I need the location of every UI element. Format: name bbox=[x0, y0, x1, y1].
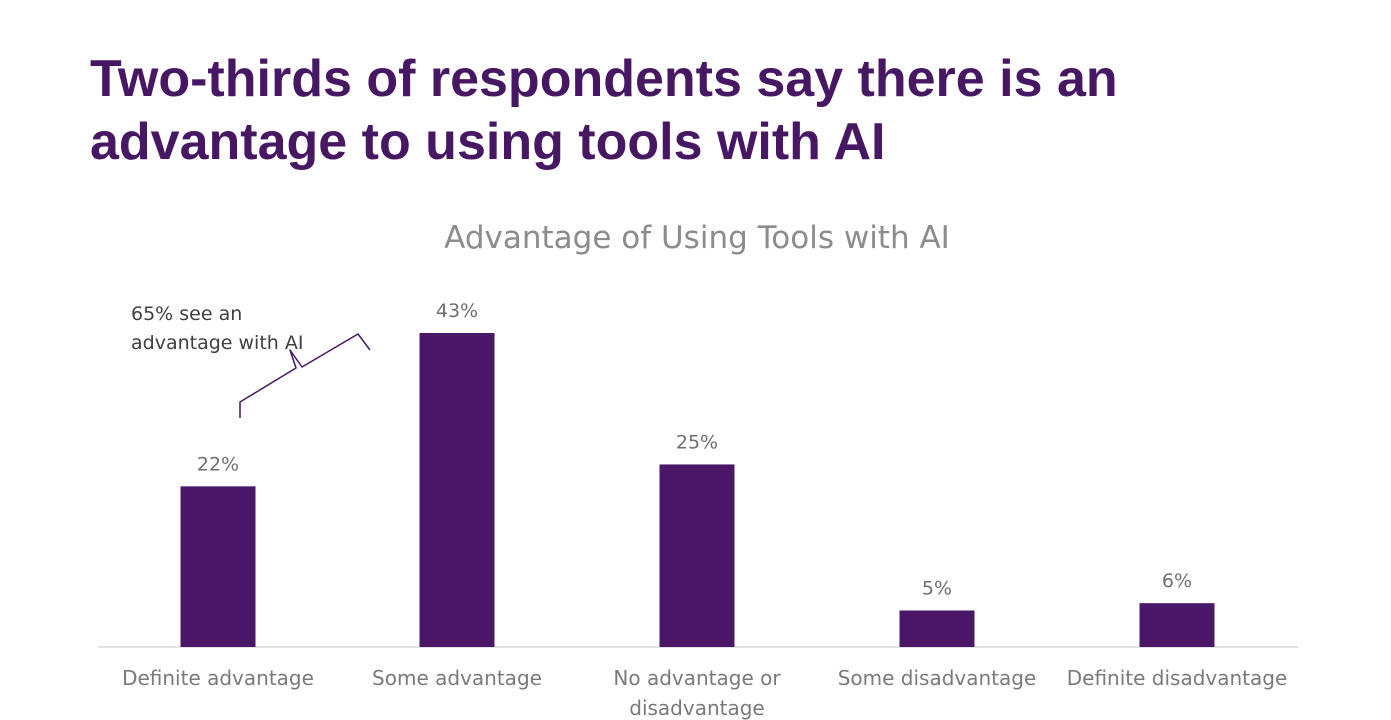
category-label-2-line-1: disadvantage bbox=[629, 696, 765, 720]
value-label-1: 43% bbox=[436, 300, 478, 322]
value-label-2: 25% bbox=[676, 431, 718, 453]
value-labels-group: 22% 43% 25% 5% 6% bbox=[197, 300, 1192, 599]
annotation-brace bbox=[239, 333, 371, 418]
category-label-1: Some advantage bbox=[372, 666, 542, 690]
bar-1 bbox=[419, 333, 495, 647]
value-label-3: 5% bbox=[922, 577, 952, 599]
bar-0 bbox=[180, 486, 256, 647]
annotation-group: 65% see an advantage with AI bbox=[131, 303, 371, 418]
annotation-text-line-1: advantage with AI bbox=[131, 332, 303, 354]
page-title: Two-thirds of respondents say there is a… bbox=[90, 50, 1118, 171]
category-label-2-line-0: No advantage or bbox=[613, 666, 781, 690]
category-label-0: Definite advantage bbox=[122, 666, 314, 690]
value-label-4: 6% bbox=[1162, 570, 1192, 592]
category-label-4: Definite disadvantage bbox=[1067, 666, 1288, 690]
bar-2 bbox=[659, 464, 735, 647]
category-labels-group: Definite advantage Some advantage No advan… bbox=[122, 666, 1287, 720]
annotation-text-line-0: 65% see an bbox=[131, 303, 242, 325]
bars-group bbox=[180, 333, 1215, 647]
value-label-0: 22% bbox=[197, 453, 239, 475]
bar-4 bbox=[1139, 603, 1215, 647]
chart-title: Advantage of Using Tools with AI bbox=[444, 220, 950, 256]
bar-3 bbox=[899, 610, 975, 647]
category-label-3: Some disadvantage bbox=[838, 666, 1037, 690]
